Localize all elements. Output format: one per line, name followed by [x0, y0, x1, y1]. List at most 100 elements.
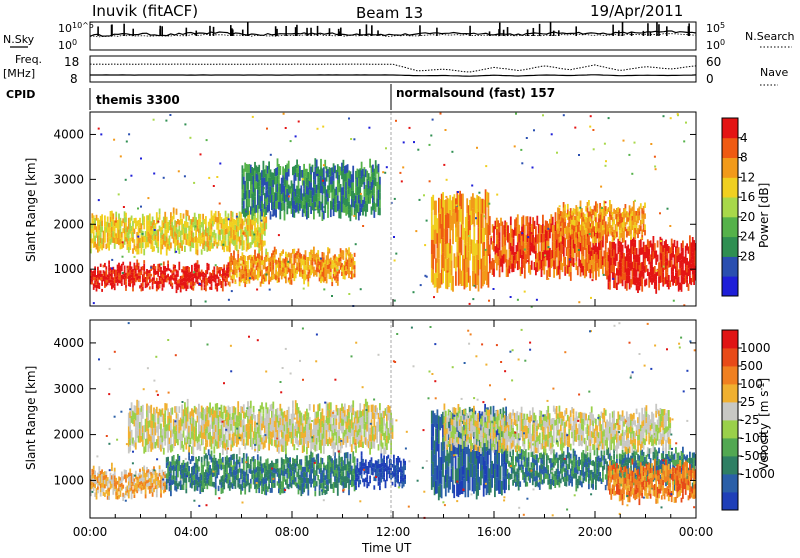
heatmap-cell — [244, 489, 246, 495]
heatmap-cell — [215, 211, 217, 217]
heatmap-cell — [596, 208, 598, 213]
heatmap-speck — [578, 249, 580, 251]
heatmap-speck — [195, 226, 197, 228]
heatmap-cell — [263, 161, 265, 170]
heatmap-cell — [152, 240, 154, 246]
heatmap-cell — [156, 489, 158, 493]
heatmap-speck — [269, 289, 271, 291]
heatmap-cell — [567, 204, 569, 209]
heatmap-cell — [355, 486, 357, 490]
heatmap-cell — [257, 213, 259, 219]
heatmap-cell — [486, 254, 488, 270]
heatmap-speck — [384, 172, 386, 174]
heatmap-cell — [103, 242, 105, 248]
heatmap-speck — [115, 221, 117, 223]
heatmap-cell — [644, 203, 646, 209]
heatmap-cell — [150, 274, 152, 277]
heatmap-cell — [552, 217, 554, 225]
heatmap-speck — [521, 232, 523, 234]
heatmap-speck — [265, 274, 267, 276]
heatmap-cell — [125, 288, 127, 291]
heatmap-speck — [353, 215, 355, 217]
heatmap-cell — [229, 247, 231, 252]
heatmap-cell — [674, 240, 676, 247]
heatmap-cell — [404, 475, 406, 480]
heatmap-speck — [579, 207, 581, 209]
heatmap-cell — [337, 281, 339, 286]
heatmap-speck — [193, 286, 195, 288]
heatmap-cell — [159, 469, 161, 473]
heatmap-cell — [571, 229, 573, 234]
heatmap-speck — [241, 235, 243, 237]
heatmap-cell — [188, 267, 190, 270]
heatmap-cell — [644, 230, 646, 236]
heatmap-cell — [350, 454, 352, 459]
heatmap-cell — [296, 455, 298, 461]
heatmap-cell — [564, 238, 566, 248]
heatmap-cell — [310, 175, 312, 183]
heatmap-speck — [578, 301, 580, 303]
heatmap-speck — [140, 206, 142, 208]
heatmap-cell — [125, 285, 127, 288]
heatmap-cell — [141, 248, 143, 254]
heatmap-cell — [313, 247, 315, 252]
heatmap-cell — [239, 457, 241, 462]
heatmap-cell — [254, 250, 256, 255]
y-tick-label: 2000 — [53, 217, 84, 231]
heatmap-speck — [551, 133, 553, 135]
heatmap-cell — [211, 451, 213, 457]
heatmap-speck — [113, 139, 115, 141]
heatmap-cell — [352, 166, 354, 174]
heatmap-speck — [245, 211, 247, 213]
heatmap-cell — [595, 271, 597, 280]
heatmap-cell — [135, 442, 137, 449]
heatmap-cell — [101, 283, 103, 286]
heatmap-speck — [475, 217, 477, 219]
heatmap-cell — [261, 234, 263, 240]
heatmap-cell — [258, 165, 260, 172]
freq-unit-label: [MHz] — [3, 67, 35, 80]
heatmap-speck — [160, 241, 162, 243]
heatmap-speck — [153, 173, 155, 175]
heatmap-cell — [155, 266, 157, 269]
heatmap-cell — [138, 249, 140, 255]
heatmap-cell — [271, 487, 273, 492]
heatmap-cell — [160, 493, 162, 498]
heatmap-cell — [330, 478, 332, 483]
heatmap-cell — [247, 474, 249, 480]
heatmap-cell — [622, 279, 624, 286]
heatmap-cell — [592, 238, 594, 244]
heatmap-cell — [327, 485, 329, 491]
heatmap-cell — [326, 274, 328, 279]
heatmap-cell — [603, 216, 605, 221]
heatmap-cell — [499, 241, 501, 250]
heatmap-speck — [282, 198, 284, 200]
heatmap-speck — [399, 172, 401, 174]
heatmap-cell — [187, 462, 189, 467]
heatmap-speck — [485, 249, 487, 251]
heatmap-cell — [250, 479, 252, 484]
heatmap-speck — [382, 171, 384, 173]
heatmap-speck — [685, 122, 687, 124]
heatmap-cell — [383, 473, 385, 477]
heatmap-cell — [615, 244, 617, 252]
heatmap-cell — [152, 285, 154, 289]
heatmap-cell — [538, 243, 540, 252]
heatmap-speck — [198, 265, 200, 267]
heatmap-cell — [112, 213, 114, 219]
heatmap-speck — [394, 198, 396, 200]
heatmap-speck — [154, 229, 156, 231]
nave-label: Nave — [760, 66, 788, 79]
heatmap-cell — [598, 228, 600, 233]
heatmap-cell — [157, 235, 159, 241]
heatmap-cell — [254, 196, 256, 205]
heatmap-cell — [201, 287, 203, 291]
heatmap-cell — [267, 458, 269, 464]
heatmap-cell — [434, 244, 436, 259]
heatmap-cell — [655, 279, 657, 286]
heatmap-cell — [354, 261, 356, 265]
heatmap-cell — [536, 216, 538, 225]
heatmap-cell — [163, 283, 165, 287]
heatmap-cell — [580, 201, 582, 207]
heatmap-cell — [215, 233, 217, 239]
